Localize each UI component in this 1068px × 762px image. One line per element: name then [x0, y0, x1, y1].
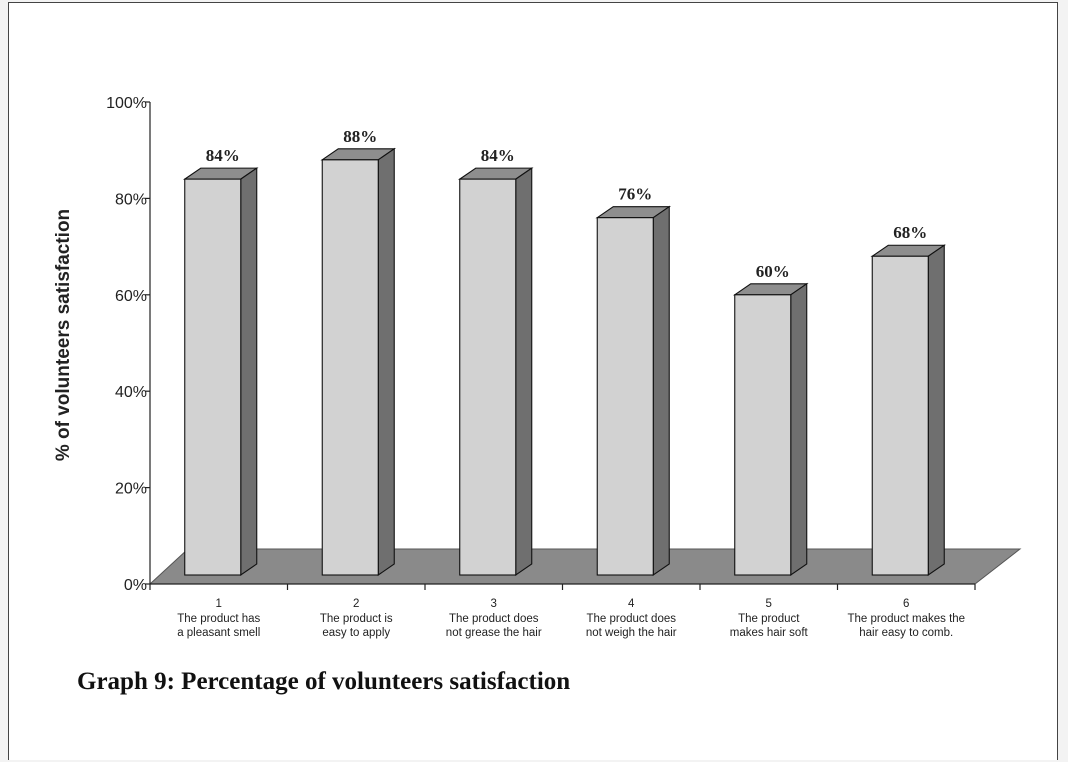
y-axis-title: % of volunteers satisfaction [53, 209, 74, 461]
bar-side-face [652, 205, 670, 577]
bar-side-face [515, 167, 533, 577]
bar-side-face [377, 147, 395, 577]
data-label: 68% [893, 223, 927, 242]
y-tick-label: 80% [115, 191, 147, 208]
x-category-label: makes hair soft [730, 627, 809, 639]
x-category-number: 1 [216, 598, 222, 610]
y-tick-label: 40% [115, 384, 147, 401]
x-category-label: The product has [177, 613, 260, 625]
bar-front-face [734, 294, 792, 576]
x-category-number: 3 [491, 598, 497, 610]
x-category-number: 5 [766, 598, 772, 610]
bar-front-face [321, 159, 379, 576]
y-tick-label: 60% [115, 288, 147, 305]
x-category-label: The product [738, 613, 800, 625]
x-category-label: easy to apply [322, 627, 390, 639]
x-category-label: not grease the hair [446, 627, 542, 639]
data-label: 84% [481, 146, 515, 165]
bar [732, 282, 809, 577]
x-category-number: 2 [353, 598, 359, 610]
x-category-label: The product does [449, 613, 539, 625]
x-category-label: a pleasant smell [177, 627, 260, 639]
bar-front-face [596, 217, 654, 576]
x-category-label: The product makes the [847, 613, 965, 625]
x-category-number: 4 [628, 598, 635, 610]
bar-front-face [871, 255, 929, 576]
y-tick-label: 0% [124, 577, 147, 594]
bar [320, 147, 397, 577]
bar-side-face [927, 244, 945, 577]
bar-front-face [184, 178, 242, 576]
x-category-label: not weigh the hair [586, 627, 677, 639]
figure-caption: Graph 9: Percentage of volunteers satisf… [77, 668, 571, 695]
bar [182, 167, 259, 577]
bar [457, 167, 534, 577]
bar-side-face [790, 282, 808, 577]
y-tick-label: 100% [106, 95, 147, 112]
x-category-label: hair easy to comb. [859, 627, 953, 639]
x-category-label: The product does [586, 613, 676, 625]
bar [595, 205, 672, 577]
bar [870, 244, 947, 577]
x-category-number: 6 [903, 598, 909, 610]
data-label: 88% [343, 127, 377, 146]
data-label: 60% [756, 262, 790, 281]
bar-front-face [459, 178, 517, 576]
x-category-label: The product is [320, 613, 393, 625]
data-label: 84% [206, 146, 240, 165]
y-tick-label: 20% [115, 481, 147, 498]
data-label: 76% [618, 185, 652, 204]
bar-side-face [240, 167, 258, 577]
